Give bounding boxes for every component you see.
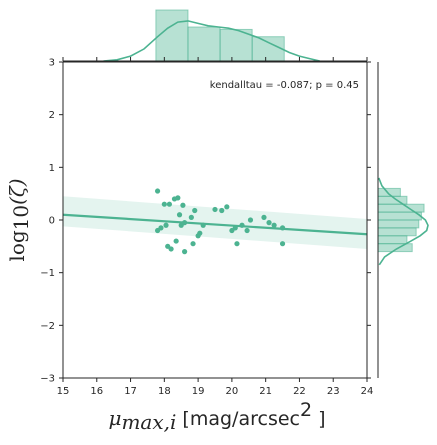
scatter-point: [166, 201, 172, 207]
y-axis-label-func: log: [5, 230, 29, 261]
scatter-point: [224, 204, 230, 210]
scatter-point: [180, 202, 186, 208]
scatter-point: [158, 225, 164, 231]
scatter-point: [239, 222, 245, 228]
scatter-point: [188, 214, 194, 220]
scatter-point: [163, 222, 169, 228]
x-tick-label: 22: [293, 386, 306, 397]
scatter-point: [261, 214, 267, 220]
scatter-point: [219, 207, 225, 214]
x-tick-label: 18: [158, 386, 171, 397]
scatter-point: [197, 230, 203, 236]
scatter-point: [173, 238, 179, 244]
x-tick-label: 23: [327, 386, 340, 397]
right-kde-curve: [378, 177, 429, 266]
right-hist-bar: [377, 235, 408, 245]
top-hist-bar: [219, 28, 253, 62]
regression-line: [62, 213, 368, 236]
scatter-point: [175, 195, 181, 201]
right-hist-bar: [377, 203, 425, 213]
x-tick-label: 20: [226, 386, 239, 397]
right-hist-bar: [377, 211, 422, 221]
correlation-annotation: kendalltau = -0.087; p = 0.45: [210, 80, 359, 91]
x-axis-ticks: 15 16 17 18 19 20 21 22 23 24: [57, 57, 374, 397]
y-tick-label: 0: [49, 216, 55, 227]
scatter-point: [271, 222, 277, 228]
scatter-point: [244, 227, 250, 234]
top-hist-bar: [155, 9, 189, 62]
scatter-point: [200, 222, 206, 228]
x-tick-label: 19: [192, 386, 205, 397]
x-tick-label: 21: [259, 386, 272, 397]
x-axis-label-close: ]: [312, 408, 325, 430]
x-axis-label-power: 2: [300, 399, 312, 421]
top-kde-curve: [103, 20, 320, 62]
x-tick-label: 24: [361, 386, 374, 397]
y-tick-label: 3: [49, 58, 55, 69]
scatter-point: [266, 220, 272, 226]
y-axis-ticks: −3 −2 −1 0 1 2 3: [40, 58, 371, 385]
scatter-point: [182, 220, 188, 226]
scatter-point: [212, 206, 218, 213]
y-tick-label: 1: [49, 163, 55, 174]
scatter-point: [182, 249, 188, 255]
scatter-point: [176, 212, 183, 218]
scatter-point: [161, 201, 167, 207]
right-hist-bar: [377, 227, 417, 237]
y-tick-label: −1: [40, 268, 55, 279]
right-hist-bar: [377, 219, 420, 229]
scatter-point: [168, 246, 174, 252]
y-axis-label-base: 10: [9, 205, 33, 230]
y-axis-label-arg: (ζ): [5, 178, 29, 204]
right-histogram: [377, 187, 425, 253]
top-hist-bar: [251, 36, 285, 62]
x-axis-label-unit: [mag/arcsec: [176, 408, 300, 430]
top-marginal-distribution: [63, 9, 367, 62]
top-hist-bar: [187, 26, 221, 62]
scatter-point: [190, 241, 196, 247]
regression-confidence-band: [63, 196, 367, 249]
x-axis-label-symbol: μ: [108, 406, 121, 430]
y-tick-label: −2: [40, 321, 55, 332]
x-tick-label: 17: [124, 386, 137, 397]
x-tick-label: 15: [57, 386, 70, 397]
scatter-point: [154, 188, 161, 194]
scatter-point: [192, 207, 198, 214]
scatter-point: [234, 241, 240, 247]
scatter-points: [154, 188, 286, 255]
y-tick-label: −3: [40, 374, 55, 385]
x-axis-label: μmax,i [mag/arcsec2 ]: [108, 399, 325, 434]
top-histogram: [155, 9, 285, 62]
scatter-point: [279, 225, 286, 231]
scatter-point: [279, 241, 286, 247]
scatter-point: [247, 217, 254, 223]
y-axis-label: log10(ζ): [5, 178, 33, 261]
scatter-point: [232, 225, 238, 231]
x-tick-label: 16: [90, 386, 103, 397]
x-axis-label-subscript: max,i: [121, 410, 176, 434]
right-marginal-distribution: [377, 62, 429, 378]
y-tick-label: 2: [49, 110, 55, 121]
